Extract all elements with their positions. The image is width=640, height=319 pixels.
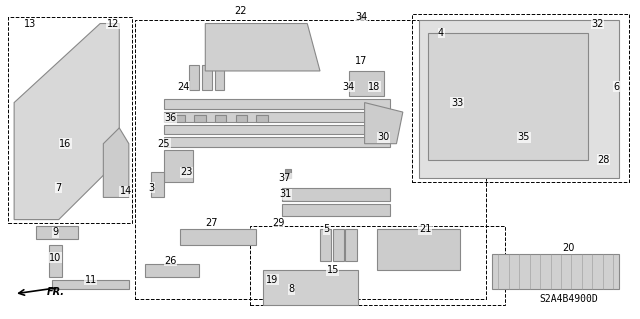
Text: 11: 11 (84, 275, 97, 285)
Text: S2A4B4900D: S2A4B4900D (540, 293, 598, 304)
Text: 20: 20 (563, 243, 575, 253)
Polygon shape (202, 65, 212, 90)
Text: 31: 31 (279, 189, 291, 199)
Polygon shape (365, 103, 403, 144)
Text: 3: 3 (148, 183, 154, 193)
Text: 8: 8 (288, 284, 294, 294)
Polygon shape (164, 125, 390, 134)
Polygon shape (103, 128, 129, 197)
Polygon shape (378, 229, 460, 270)
Polygon shape (164, 112, 390, 122)
Text: 15: 15 (326, 265, 339, 275)
Polygon shape (428, 33, 588, 160)
Text: FR.: FR. (47, 287, 65, 297)
Text: 6: 6 (613, 82, 620, 92)
Text: 24: 24 (177, 82, 189, 92)
Polygon shape (189, 65, 199, 90)
Polygon shape (36, 226, 78, 239)
Polygon shape (285, 169, 291, 178)
Text: 25: 25 (157, 139, 170, 149)
Text: 27: 27 (205, 218, 218, 228)
Text: 23: 23 (180, 167, 193, 177)
Polygon shape (262, 270, 358, 305)
Text: 22: 22 (234, 6, 246, 16)
Polygon shape (333, 229, 344, 261)
Polygon shape (282, 188, 390, 201)
Polygon shape (14, 24, 119, 219)
Text: 4: 4 (438, 28, 444, 38)
Polygon shape (173, 115, 185, 122)
Polygon shape (52, 280, 129, 289)
Polygon shape (320, 229, 332, 261)
Text: 34: 34 (342, 82, 355, 92)
Text: 7: 7 (56, 183, 62, 193)
Text: 12: 12 (107, 19, 119, 28)
Text: 35: 35 (518, 132, 530, 142)
Polygon shape (349, 71, 384, 96)
Polygon shape (164, 137, 390, 147)
Text: 34: 34 (355, 12, 367, 22)
Polygon shape (180, 229, 256, 245)
Text: 26: 26 (164, 256, 177, 266)
Text: 5: 5 (323, 224, 330, 234)
Text: 18: 18 (368, 82, 380, 92)
Polygon shape (145, 264, 199, 277)
Polygon shape (215, 65, 225, 90)
Polygon shape (346, 229, 357, 261)
Polygon shape (236, 115, 247, 122)
Polygon shape (164, 150, 193, 182)
Text: 16: 16 (59, 139, 71, 149)
Text: 21: 21 (419, 224, 431, 234)
Text: 10: 10 (49, 253, 61, 263)
Text: 19: 19 (266, 275, 278, 285)
Text: 37: 37 (279, 174, 291, 183)
Text: 17: 17 (355, 56, 367, 66)
Polygon shape (49, 245, 62, 277)
Polygon shape (205, 24, 320, 71)
Text: 33: 33 (451, 98, 463, 108)
Text: 9: 9 (52, 227, 59, 237)
Polygon shape (164, 100, 390, 109)
Polygon shape (419, 20, 620, 178)
Text: 36: 36 (164, 113, 177, 123)
Polygon shape (194, 115, 205, 122)
Polygon shape (256, 115, 268, 122)
Polygon shape (151, 172, 164, 197)
Text: 14: 14 (120, 186, 132, 196)
Text: 29: 29 (273, 218, 285, 228)
Polygon shape (492, 254, 620, 289)
Polygon shape (282, 204, 390, 216)
Polygon shape (215, 115, 227, 122)
Text: 13: 13 (24, 19, 36, 28)
Text: 32: 32 (591, 19, 604, 28)
Text: 30: 30 (378, 132, 390, 142)
Text: 28: 28 (597, 154, 610, 165)
